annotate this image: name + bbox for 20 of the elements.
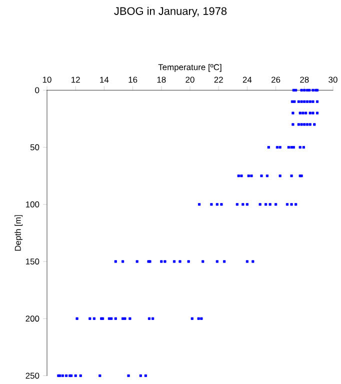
y-axis-title: Depth [m] [14, 215, 23, 251]
x-tick-label: 12 [72, 76, 80, 83]
x-tick-label: 14 [100, 76, 109, 83]
y-tick-label: 200 [26, 316, 40, 322]
x-tick-label: 22 [214, 76, 223, 83]
y-tick-label: 250 [26, 372, 40, 379]
x-tick-label: 30 [328, 76, 338, 83]
x-tick-label: 20 [186, 76, 194, 83]
y-tick-label: 50 [30, 144, 40, 150]
x-tick-label: 10 [42, 76, 52, 83]
x-tick-label: 18 [157, 76, 166, 83]
y-tick-label: 0 [35, 87, 40, 94]
chart-title: JBOG in January, 1978 [114, 6, 227, 18]
x-tick-label: 24 [242, 76, 252, 83]
x-tick-label: 28 [300, 76, 309, 83]
x-tick-label: 16 [128, 76, 138, 83]
x-tick-label: 26 [272, 76, 280, 83]
y-tick-label: 100 [26, 201, 40, 208]
x-axis-title: Temperature [ºC] [158, 64, 222, 72]
y-tick-label: 150 [26, 258, 40, 264]
